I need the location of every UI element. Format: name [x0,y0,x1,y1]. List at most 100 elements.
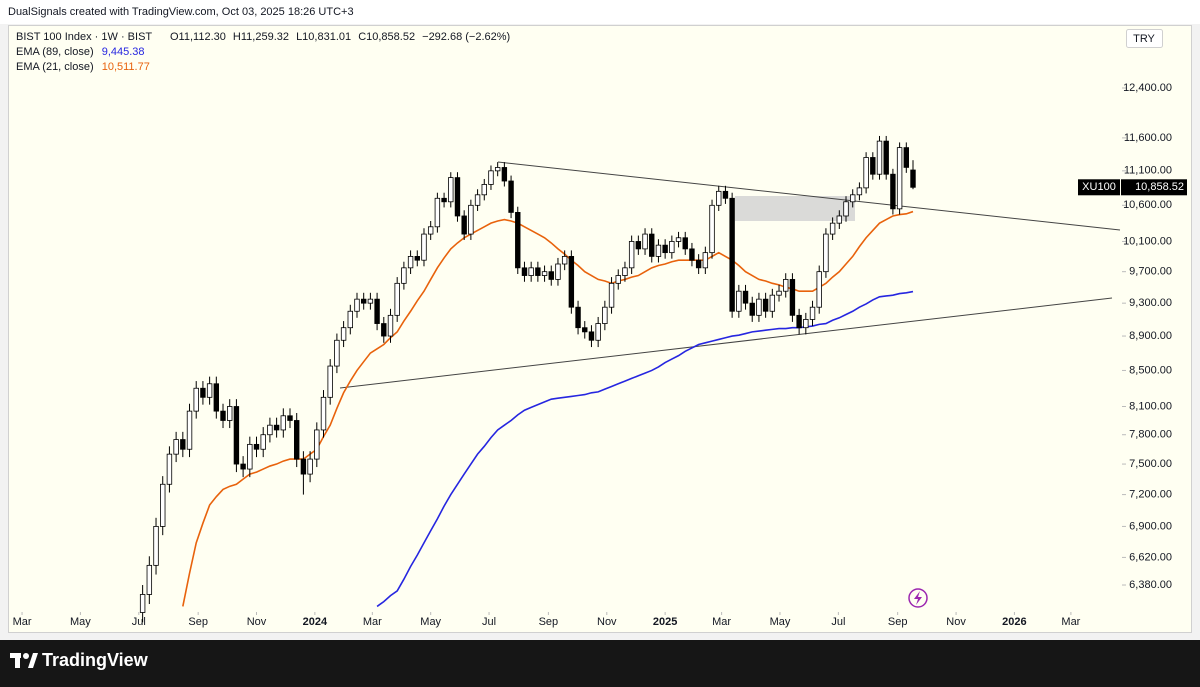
candle-body [233,406,240,465]
y-tick-label: 11,600.00 [1124,132,1172,144]
ohlc-low: L10,831.01 [296,31,351,43]
y-tick-label: 12,400.00 [1123,82,1172,94]
candle-body [160,483,166,527]
x-tick-label: Jul [132,616,146,628]
x-tick-label: 2025 [653,616,677,628]
candle-body [488,170,494,185]
candle-body [675,237,682,242]
candle-body [588,331,595,341]
ohlc-header: O11,112.30 H11,259.32 L10,831.01 C10,858… [170,31,510,43]
ohlc-high: H11,259.32 [233,31,289,43]
candle-body [749,302,755,316]
candle-body [910,169,916,188]
candle-body [327,365,333,398]
candle-body [876,140,883,175]
zone-box [735,196,855,221]
candle-body [789,279,796,316]
candle-body [776,290,782,296]
candle-body [360,298,367,304]
candle-body [595,323,601,341]
candle-body [655,244,662,257]
candle-body [347,310,353,329]
candle-body [843,201,849,217]
candle-body [856,187,863,196]
legend-name: EMA (21, close) [16,61,94,73]
legend-value: 10,511.77 [102,61,150,73]
y-tick-label: 8,900.00 [1129,330,1172,342]
x-tick-label: Jul [482,616,496,628]
candle-body [320,396,327,431]
candle-body [803,319,809,329]
candle-body [716,190,722,206]
chart-title: BIST 100 Index · 1W · BIST [16,31,152,43]
candle-body [829,222,836,235]
candle-body [575,306,581,329]
candle-body [307,458,313,475]
logo-shape [23,653,29,659]
candle-body [709,204,715,254]
last-price-box [1121,179,1187,196]
x-tick-label: Mar [1061,616,1080,628]
y-tick-label: 8,500.00 [1129,364,1172,376]
candle-body [481,184,487,196]
candle-body [220,410,226,421]
alert-icon-bolt [914,591,922,605]
y-tick-label: 8,100.00 [1129,400,1172,412]
candle-body [896,147,903,210]
candle-body [568,256,575,308]
candle-body [253,443,260,450]
candle-body [870,157,876,175]
trend-line [339,297,1113,389]
candle-body [421,233,427,261]
candle-body [702,252,709,269]
x-tick-label: Jul [831,616,845,628]
candle-body [294,420,300,460]
candle-body [374,298,380,324]
candle-body [548,271,554,280]
x-tick-label: Nov [946,616,966,628]
x-tick-label: Sep [888,616,908,628]
candle-body [628,241,635,269]
candle-body [756,298,762,316]
footer-logo: TradingView [42,650,149,670]
candle-body [823,233,829,273]
candle-body [173,439,179,455]
y-tick-label: 7,200.00 [1129,488,1172,500]
candle-body [367,298,374,304]
y-tick-label: 6,380.00 [1129,579,1172,591]
candle-body [769,294,776,312]
candle-body [387,314,394,337]
x-tick-label: Mar [363,616,382,628]
alert-icon[interactable] [908,588,928,608]
candle-body [314,429,320,460]
candle-body [555,263,561,280]
candle-body [213,383,220,412]
candle-body [287,415,293,421]
candle-body [515,212,521,269]
y-tick-label: 9,700.00 [1129,266,1172,278]
x-tick-label: Nov [247,616,267,628]
candle-body [146,564,153,595]
candle-body [260,434,266,450]
candle-body [334,339,340,367]
x-tick-label: Sep [539,616,559,628]
candle-body [180,439,186,450]
candle-body [836,215,843,224]
candle-body [863,157,869,189]
candle-body [494,167,501,172]
x-tick-label: May [770,616,791,628]
candle-body [186,410,193,450]
x-tick-label: 2024 [303,616,328,628]
plot [139,135,916,623]
x-tick-label: May [70,616,91,628]
legend-value: 9,445.38 [102,46,145,58]
candle-body [649,233,655,257]
candle-body [139,594,146,613]
candle-body [267,424,273,436]
y-tick-label: 10,600.00 [1123,199,1172,211]
logo-shape [15,653,20,668]
ema-line [376,290,914,608]
candle-body [448,177,454,203]
currency-box[interactable] [1126,29,1163,48]
